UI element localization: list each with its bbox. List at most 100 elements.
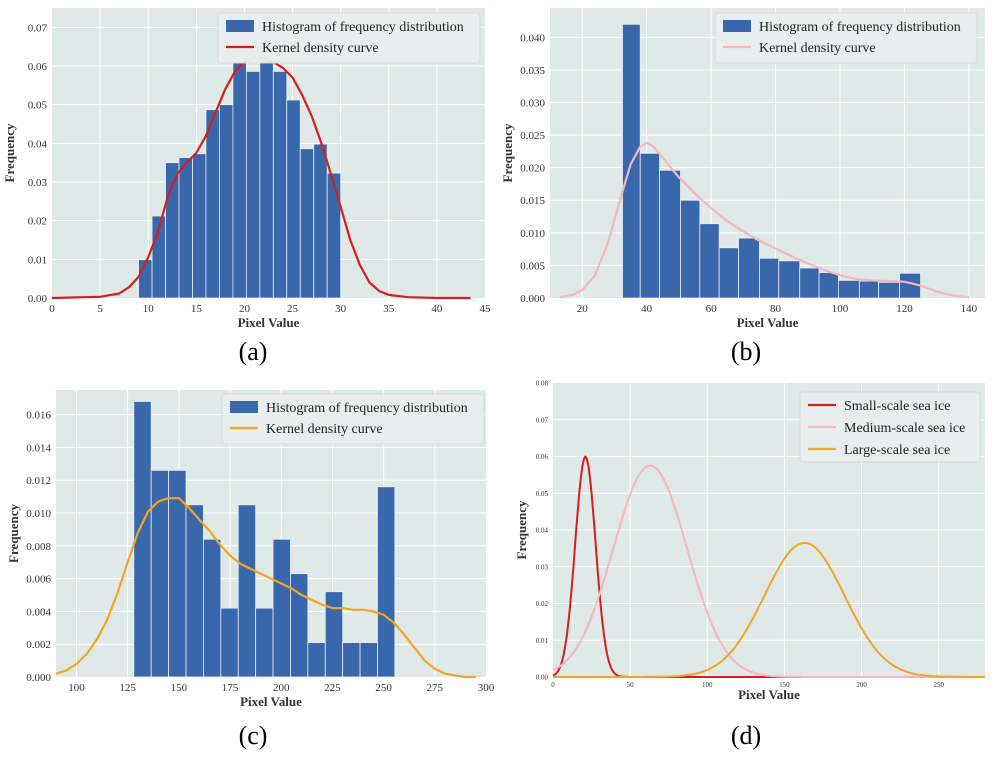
histogram-bar [290, 573, 309, 678]
histogram-bar [878, 281, 901, 299]
y-axis-label: Frequency [6, 504, 21, 563]
legend-histogram-swatch [226, 20, 254, 32]
y-axis-label: Frequency [2, 123, 17, 182]
x-tick-label: 275 [427, 682, 444, 694]
y-tick-label: 0.01 [536, 637, 549, 645]
histogram-bar [205, 109, 220, 299]
y-tick-label: 0.015 [520, 195, 545, 207]
caption-c: (c) [239, 721, 268, 750]
histogram-bar [286, 99, 301, 299]
histogram-bar [799, 267, 820, 299]
y-tick-label: 0.04 [536, 527, 549, 535]
density-line-2 [552, 464, 985, 678]
x-tick-label: 200 [856, 681, 867, 689]
x-tick-label: 140 [961, 303, 978, 315]
y-tick-label: 0.020 [520, 163, 545, 175]
x-tick-label: 20 [577, 303, 589, 315]
histogram-bar [680, 199, 701, 299]
x-tick-label: 100 [832, 303, 849, 315]
y-tick-label: 0.00 [536, 674, 549, 682]
y-tick-label: 0.010 [520, 228, 545, 240]
histogram-bar [778, 260, 801, 299]
histogram-bar [659, 169, 681, 299]
histogram-bar [359, 642, 378, 678]
y-tick-label: 0.07 [28, 22, 48, 34]
histogram-bar [299, 148, 315, 299]
histogram-bar [759, 257, 780, 299]
y-tick-label: 0.05 [536, 490, 549, 498]
y-tick-label: 0.06 [28, 61, 48, 73]
legend-histogram-label: Histogram of frequency distribution [759, 20, 961, 35]
x-tick-label: 120 [896, 303, 913, 315]
y-tick-label: 0.01 [28, 254, 47, 266]
legend-histogram-label: Histogram of frequency distribution [262, 20, 464, 35]
x-tick-label: 80 [770, 303, 782, 315]
histogram-bar [307, 642, 326, 678]
legend-series-2-label: Medium-scale sea ice [844, 421, 965, 436]
y-tick-label: 0.00 [28, 293, 48, 305]
y-tick-label: 0.012 [26, 475, 51, 487]
x-tick-label: 100 [68, 682, 85, 694]
y-axis-label: Frequency [500, 123, 515, 182]
histogram-bar [313, 143, 328, 299]
histogram-bar [237, 504, 257, 678]
histogram-bar [185, 504, 204, 678]
caption-a: (a) [239, 337, 268, 366]
x-tick-label: 25 [287, 303, 299, 315]
y-tick-label: 0.005 [520, 260, 545, 272]
x-tick-label: 35 [383, 303, 395, 315]
x-tick-label: 150 [779, 681, 790, 689]
histogram-bar [232, 61, 247, 299]
legend-histogram-swatch [230, 401, 258, 413]
y-tick-label: 0.014 [26, 442, 51, 454]
histogram-bar [220, 607, 239, 678]
panel-d-chart: 0 50 100 150 200 250 0.00 0.01 0.02 0.03 0.04 0.05 0… [514, 380, 985, 702]
y-tick-label: 0.07 [536, 416, 549, 424]
histogram-bar [837, 280, 860, 299]
histogram-bar [259, 61, 274, 299]
histogram-bar [377, 486, 396, 678]
histogram-bar [272, 71, 288, 299]
y-tick-label: 0.030 [520, 97, 545, 109]
legend-histogram-label: Histogram of frequency distribution [266, 401, 468, 416]
histogram-bar [245, 71, 261, 299]
histogram-bar [718, 247, 739, 299]
y-tick-label: 0.016 [26, 410, 51, 422]
x-axis-label: Pixel Value [737, 315, 799, 330]
histogram-bar [192, 153, 207, 299]
caption-d: (d) [731, 721, 761, 750]
y-tick-label: 0.04 [28, 138, 48, 150]
x-tick-label: 200 [273, 682, 290, 694]
y-tick-label: 0.006 [26, 574, 51, 586]
legend-kde-label: Kernel density curve [759, 41, 876, 56]
y-tick-label: 0.02 [536, 600, 549, 608]
y-axis-label: Frequency [514, 500, 529, 559]
x-tick-label: 10 [143, 303, 155, 315]
y-tick-label: 0.02 [28, 216, 47, 228]
panel-c-chart: 100 125 150 175 200 225 250 275 300 0.000 0.002 0.0… [6, 390, 495, 709]
histogram-bar [342, 642, 361, 678]
y-tick-label: 0.08 [536, 380, 549, 388]
y-tick-label: 0.008 [26, 541, 51, 553]
x-tick-label: 45 [480, 303, 492, 315]
x-tick-label: 0 [551, 681, 555, 689]
y-tick-label: 0.06 [536, 453, 549, 461]
x-tick-label: 60 [706, 303, 718, 315]
histogram-bar [178, 157, 193, 299]
histogram-bar [699, 223, 720, 299]
legend-box [221, 393, 485, 445]
y-tick-label: 0.040 [520, 32, 545, 44]
histogram-bar [219, 104, 234, 299]
x-tick-label: 5 [97, 303, 103, 315]
histogram-bar [858, 280, 880, 299]
legend-kde-label: Kernel density curve [262, 41, 379, 56]
panel-a-chart: 0 5 10 15 20 25 30 35 40 45 0.00 0.01 0.02 0.03 0.04 0.… [2, 8, 491, 330]
x-axis-label: Pixel Value [238, 315, 300, 330]
histogram-bar [255, 607, 274, 678]
legend-series-1-label: Small-scale sea ice [844, 399, 951, 414]
x-tick-label: 100 [702, 681, 713, 689]
x-tick-label: 50 [627, 681, 635, 689]
histogram-bar [818, 272, 839, 299]
density-line-3 [553, 541, 985, 678]
